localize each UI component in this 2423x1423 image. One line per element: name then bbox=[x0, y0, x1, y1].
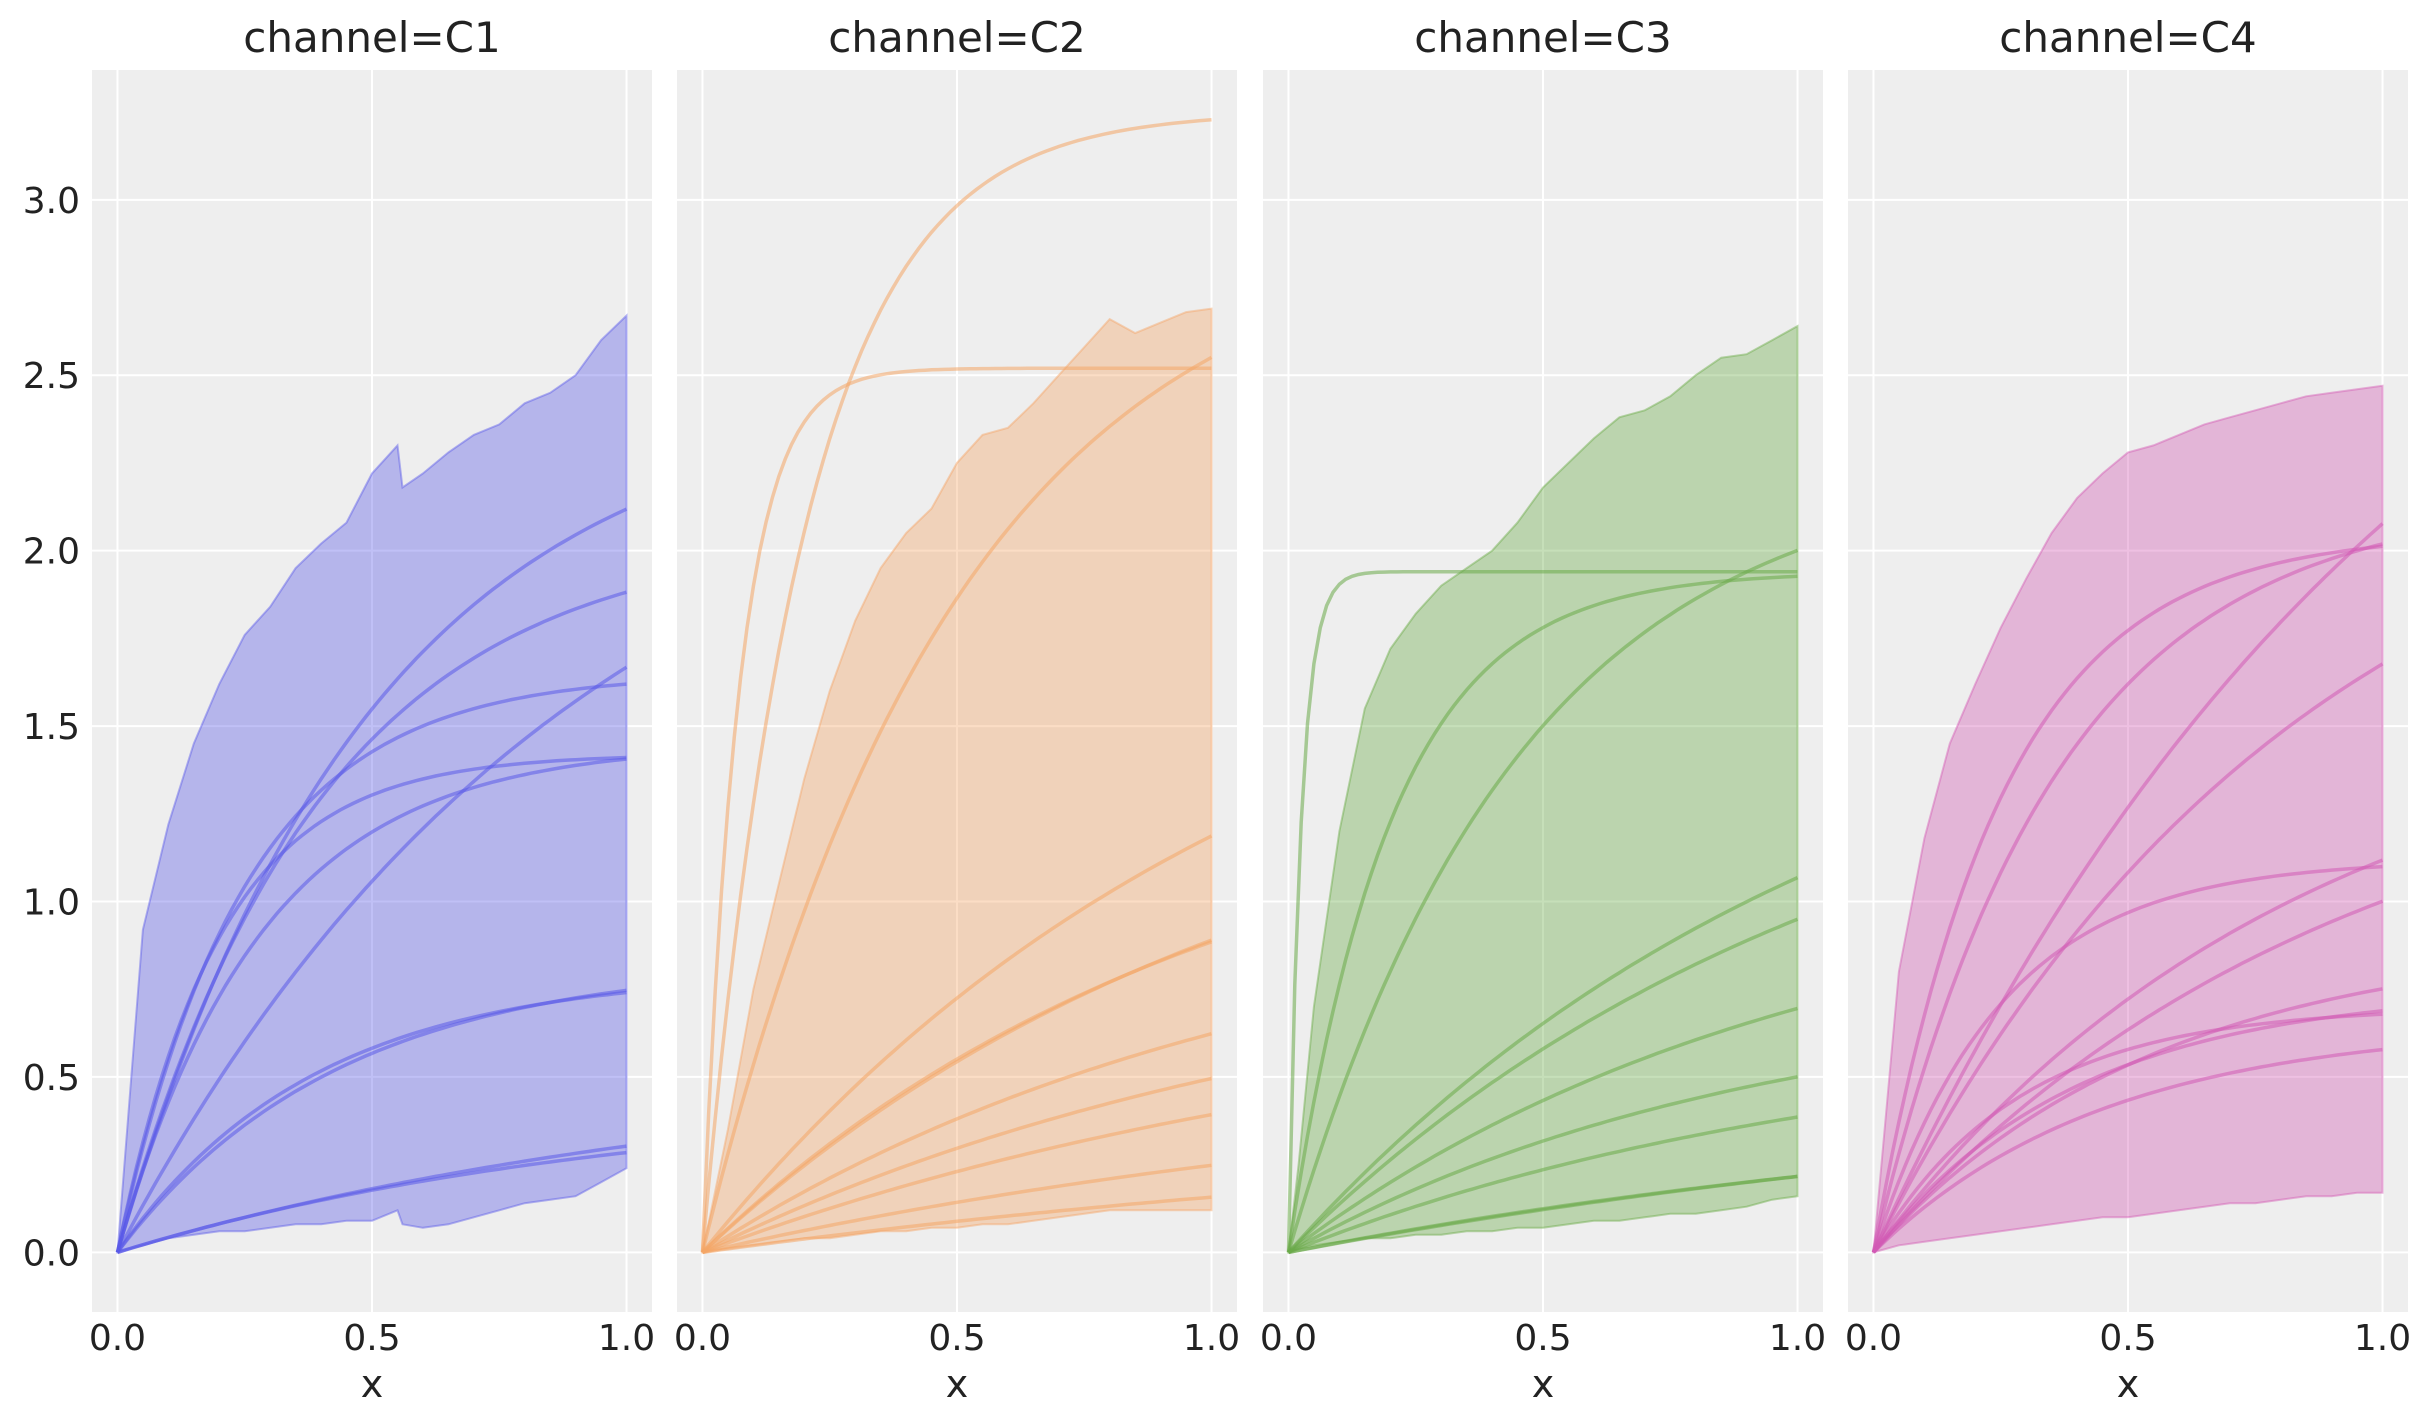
sample-curve bbox=[701, 940, 1213, 1254]
sample-curve bbox=[700, 366, 1212, 1253]
x-tick-label: 0.0 bbox=[674, 1318, 731, 1359]
hdi-band bbox=[1287, 324, 1799, 1254]
x-tick-label: 0.5 bbox=[1514, 1318, 1571, 1359]
sample-curve bbox=[701, 1112, 1212, 1255]
sample-curve bbox=[700, 118, 1212, 1253]
x-tick-label: 1.0 bbox=[2354, 1318, 2411, 1359]
x-tick-label: 0.0 bbox=[89, 1318, 146, 1359]
y-tick-label: 3.0 bbox=[23, 181, 80, 222]
sample-curve bbox=[701, 834, 1213, 1254]
sample-curve bbox=[700, 355, 1213, 1253]
x-tick-label: 1.0 bbox=[1183, 1318, 1240, 1359]
sample-curve bbox=[1287, 1075, 1798, 1254]
sample-curve bbox=[1871, 522, 2384, 1254]
panel-3: channel=C3 0.0 0.5 1.0 x bbox=[1260, 13, 1826, 1406]
x-axis-label: x bbox=[361, 1362, 384, 1406]
x-tick-label: 0.5 bbox=[2099, 1318, 2156, 1359]
sample-curve bbox=[701, 1076, 1212, 1254]
panel-title: channel=C4 bbox=[1999, 13, 2256, 62]
sample-curve bbox=[1871, 662, 2384, 1254]
panel-title: channel=C2 bbox=[828, 13, 1085, 62]
sample-curve bbox=[701, 1032, 1212, 1254]
sample-curve bbox=[1288, 1174, 1798, 1255]
x-tick-label: 1.0 bbox=[598, 1318, 655, 1359]
y-tick-label: 2.0 bbox=[23, 532, 80, 573]
sample-curve bbox=[115, 590, 627, 1253]
sample-curve bbox=[702, 1163, 1212, 1255]
x-axis-label: x bbox=[2117, 1362, 2140, 1406]
sample-curve bbox=[1871, 544, 2383, 1253]
sample-curve bbox=[1287, 1115, 1798, 1255]
sample-curve bbox=[1872, 1047, 2383, 1254]
sample-curve bbox=[1872, 1009, 2383, 1254]
panel-2: channel=C2 0.0 0.5 1.0 x bbox=[674, 13, 1240, 1406]
y-tick-label: 2.5 bbox=[23, 356, 80, 397]
sample-curve bbox=[116, 990, 627, 1254]
sample-curve bbox=[1872, 858, 2384, 1254]
x-tick-label: 0.5 bbox=[343, 1318, 400, 1359]
x-axis-label: x bbox=[1532, 1362, 1555, 1406]
sample-curve bbox=[116, 1150, 627, 1255]
sample-curve bbox=[1286, 548, 1799, 1253]
y-tick-label: 1.0 bbox=[23, 883, 80, 924]
sample-curve bbox=[115, 757, 627, 1253]
panel-1: channel=C1 0.0 0.5 1.0 x 0.0 0.5 1.0 1.5 2.0 2.5 3.… bbox=[23, 13, 655, 1406]
x-tick-label: 0.5 bbox=[928, 1318, 985, 1359]
x-axis-label: x bbox=[946, 1362, 969, 1406]
sample-curve bbox=[1871, 1012, 2383, 1254]
x-tick-label: 0.0 bbox=[1845, 1318, 1902, 1359]
sample-curve bbox=[1287, 917, 1799, 1254]
sample-curve bbox=[1287, 876, 1799, 1254]
sample-curve bbox=[1871, 542, 2383, 1253]
panel-title: channel=C3 bbox=[1414, 13, 1671, 62]
sample-curve bbox=[1871, 864, 2383, 1253]
sample-curve bbox=[115, 755, 627, 1253]
panel-4: channel=C4 0.0 0.5 1.0 x bbox=[1845, 13, 2411, 1406]
y-tick-label: 1.5 bbox=[23, 707, 80, 748]
sample-curve bbox=[1287, 1006, 1798, 1254]
x-tick-label: 0.0 bbox=[1260, 1318, 1317, 1359]
panel-title: channel=C1 bbox=[243, 13, 500, 62]
sample-curve bbox=[1286, 569, 1798, 1253]
sample-curve bbox=[115, 665, 628, 1254]
sample-curve bbox=[1286, 574, 1798, 1253]
y-tick-label: 0.5 bbox=[23, 1058, 80, 1099]
sample-curve bbox=[702, 1195, 1212, 1255]
hdi-band bbox=[116, 313, 628, 1254]
y-tick-label: 0.0 bbox=[23, 1233, 80, 1274]
x-tick-label: 1.0 bbox=[1769, 1318, 1826, 1359]
